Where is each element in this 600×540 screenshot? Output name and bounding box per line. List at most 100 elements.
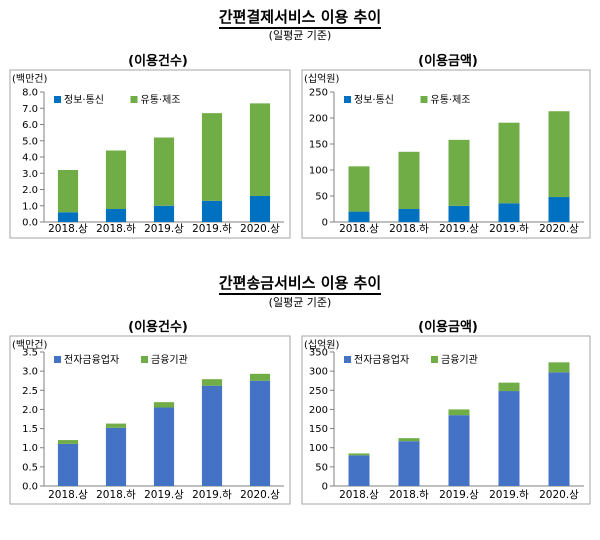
payment-amount-legend-label: 유통·제조: [431, 94, 471, 106]
payment-count-bar-top: [249, 103, 271, 196]
remittance-count-y-tick-label: 1.0: [22, 443, 38, 454]
payment-count-legend-label: 정보·통신: [64, 94, 104, 106]
remittance-amount-y-tick-label: 50: [315, 462, 328, 473]
remittance-count-bar-top: [249, 373, 271, 381]
remittance-amount-frame: [301, 335, 591, 505]
remittance-amount-y-tick-label: 300: [309, 367, 328, 378]
remittance-count-bar-base: [249, 380, 271, 486]
payment-count-panel-title: (이용건수): [128, 54, 188, 69]
payment-count-bar-base: [105, 209, 127, 222]
remittance-amount-legend-swatch: [431, 356, 438, 363]
payment-amount-y-tick-label: 200: [309, 114, 328, 125]
remittance-amount-bar-base: [348, 455, 370, 486]
payment-count-bar-top: [201, 113, 223, 201]
remittance-section-title: 간편송금서비스 이용 추이: [0, 272, 600, 295]
payment-amount-bar-base: [448, 205, 470, 222]
payment-amount-bar-top: [448, 139, 470, 206]
remittance-count-x-tick-label: 2020.상: [240, 489, 280, 501]
payment-amount-bar-top: [348, 166, 370, 212]
remittance-count-x-tick-label: 2019.상: [144, 489, 184, 501]
remittance-amount-x-tick-label: 2019.하: [489, 488, 529, 501]
remittance-amount-legend-swatch: [344, 356, 351, 363]
remittance-amount-bar-base: [448, 415, 470, 486]
payment-count-x-tick-label: 2018.상: [48, 223, 88, 235]
payment-amount-x-tick-label: 2019.상: [439, 223, 479, 235]
remittance-section-subtitle: (일평균 기준): [268, 296, 332, 309]
payment-count-x-tick-label: 2020.상: [240, 223, 280, 235]
payment-count-y-tick-label: 0.0: [22, 218, 38, 229]
remittance-count-frame: [9, 335, 291, 505]
remittance-amount-y-tick-label: 100: [309, 443, 328, 454]
remittance-amount-bar-base: [548, 372, 570, 486]
payment-amount-legend-swatch: [420, 96, 428, 103]
payment-count-y-tick-label: 4.0: [22, 153, 38, 164]
payment-amount-x-tick-label: 2018.하: [389, 222, 429, 235]
payment-count-bar-top: [105, 150, 127, 209]
remittance-count-x-tick-label: 2019.하: [192, 488, 232, 501]
payment-section-title: 간편결제서비스 이용 추이: [0, 6, 600, 29]
remittance-count-y-tick-label: 3.5: [22, 348, 38, 359]
remittance-count-x-tick-label: 2018.상: [48, 489, 88, 501]
remittance-count-bar-top: [201, 379, 223, 386]
remittance-count-bar-base: [201, 385, 223, 486]
payment-amount-x-tick-label: 2019.하: [489, 222, 529, 235]
remittance-count-y-tick-label: 2.0: [22, 405, 38, 416]
payment-count-y-tick-label: 8.0: [22, 88, 38, 99]
remittance-amount-x-tick-label: 2018.하: [389, 488, 429, 501]
payment-amount-panel-title: (이용금액): [418, 54, 478, 69]
remittance-amount-bar-top: [348, 453, 370, 456]
payment-amount-legend-swatch: [344, 96, 351, 103]
payment-amount-bar-base: [348, 211, 370, 222]
payment-count-frame: [9, 69, 291, 239]
payment-count-y-tick-label: 1.0: [22, 201, 38, 212]
payment-count-legend-swatch: [54, 96, 61, 103]
remittance-count-bar-top: [105, 423, 127, 428]
payment-amount-x-tick-label: 2020.상: [539, 223, 579, 235]
payment-count-bar-top: [57, 170, 79, 213]
payment-count-y-tick-label: 2.0: [22, 185, 38, 196]
remittance-amount-y-tick-label: 350: [309, 348, 328, 359]
remittance-amount-x-tick-label: 2018.상: [339, 489, 379, 501]
payment-amount-bar-base: [398, 209, 420, 222]
payment-amount-y-unit-label: (십억원): [304, 73, 340, 85]
remittance-count-y-tick-label: 3.0: [22, 367, 38, 378]
remittance-count-y-tick-label: 2.5: [22, 386, 38, 397]
remittance-amount-y-tick-label: 150: [309, 424, 328, 435]
remittance-amount-panel-title: (이용금액): [418, 320, 478, 335]
remittance-amount-bar-top: [498, 382, 520, 392]
payment-amount-x-tick-label: 2018.상: [339, 223, 379, 235]
remittance-count-bar-top: [153, 402, 175, 408]
remittance-count-bar-top: [57, 440, 79, 444]
payment-count-y-tick-label: 5.0: [22, 136, 38, 147]
payment-amount-y-tick-label: 0: [322, 218, 328, 229]
payment-amount-bar-base: [498, 203, 520, 222]
remittance-amount-bar-base: [398, 441, 420, 486]
payment-count-bar-top: [153, 137, 175, 206]
payment-count-x-tick-label: 2019.하: [192, 222, 232, 235]
payment-count-y-tick-label: 7.0: [22, 104, 38, 115]
payment-amount-legend-label: 정보·통신: [354, 94, 394, 106]
remittance-count-bar-base: [105, 427, 127, 486]
payment-amount-y-tick-label: 100: [309, 166, 328, 177]
remittance-count-bar-base: [153, 407, 175, 486]
payment-amount-y-tick-label: 50: [315, 192, 328, 203]
remittance-count-legend-label: 전자금융업자: [64, 353, 119, 366]
payment-amount-bar-top: [398, 151, 420, 209]
payment-amount-bar-top: [548, 111, 570, 198]
remittance-count-legend-swatch: [141, 356, 148, 363]
remittance-count-legend-label: 금융기관: [151, 354, 188, 366]
remittance-amount-legend-label: 금융기관: [441, 354, 478, 366]
remittance-count-legend-swatch: [54, 356, 61, 363]
remittance-amount-legend-label: 전자금융업자: [354, 353, 409, 366]
remittance-count-y-tick-label: 0.0: [22, 482, 38, 493]
remittance-count-y-tick-label: 1.5: [22, 424, 38, 435]
payment-count-bar-base: [153, 205, 175, 222]
remittance-amount-bar-top: [398, 438, 420, 442]
payment-amount-bar-base: [548, 197, 570, 222]
remittance-count-y-tick-label: 0.5: [22, 462, 38, 473]
remittance-amount-bar-top: [548, 362, 570, 373]
payment-amount-y-tick-label: 250: [309, 88, 328, 99]
payment-count-bar-base: [57, 212, 79, 222]
payment-count-bar-base: [249, 196, 271, 222]
payment-count-y-tick-label: 6.0: [22, 120, 38, 131]
